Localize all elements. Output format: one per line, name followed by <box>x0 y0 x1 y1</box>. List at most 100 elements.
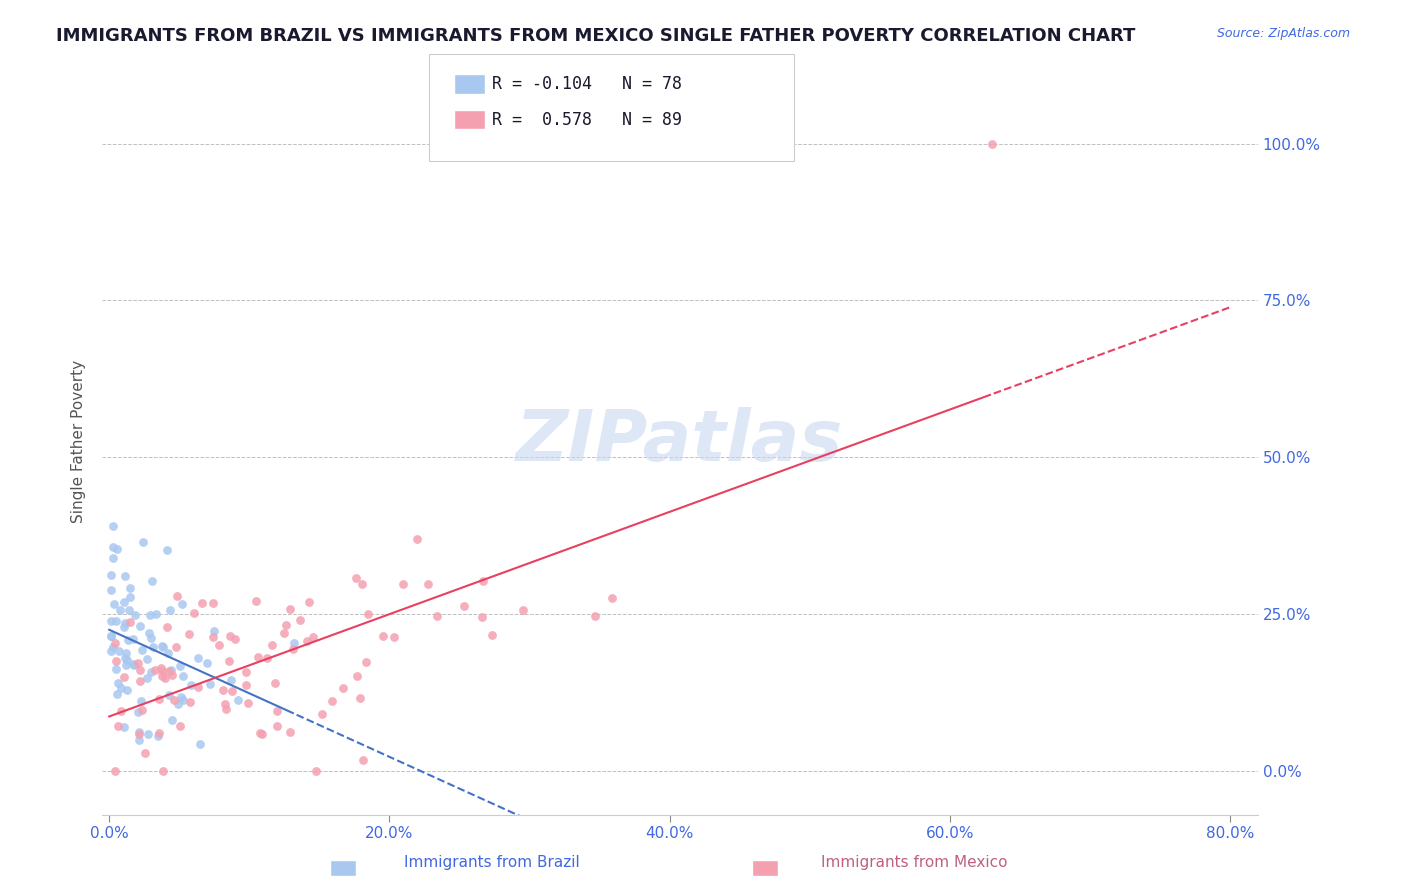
Point <box>112 670 135 684</box>
Point <box>134 746 156 760</box>
Text: IMMIGRANTS FROM BRAZIL VS IMMIGRANTS FROM MEXICO SINGLE FATHER POVERTY CORRELATI: IMMIGRANTS FROM BRAZIL VS IMMIGRANTS FRO… <box>56 27 1136 45</box>
Point <box>471 610 494 624</box>
Point <box>426 608 449 623</box>
Point <box>260 638 283 652</box>
Point <box>135 652 157 666</box>
Text: Immigrants from Brazil: Immigrants from Brazil <box>405 855 579 870</box>
Point <box>131 643 153 657</box>
Point <box>131 694 153 708</box>
Point <box>128 725 150 739</box>
Point <box>120 581 142 595</box>
Point <box>104 662 127 676</box>
Point <box>128 732 150 747</box>
Point <box>138 607 160 622</box>
Point <box>156 543 179 558</box>
Point <box>371 629 394 643</box>
Point <box>160 668 183 682</box>
Text: ZIPatlas: ZIPatlas <box>516 407 844 476</box>
Point <box>142 640 165 655</box>
Point <box>183 607 205 621</box>
Point <box>235 678 257 692</box>
Point <box>115 646 138 660</box>
Point <box>107 643 129 657</box>
Point <box>352 577 374 591</box>
Point <box>202 596 225 610</box>
Point <box>236 697 259 711</box>
Point <box>382 630 405 644</box>
Point <box>218 654 240 668</box>
Point <box>471 574 494 588</box>
Point <box>128 727 150 741</box>
Point <box>247 650 270 665</box>
Point <box>152 764 174 778</box>
Point <box>128 674 150 689</box>
Point <box>101 540 124 554</box>
Point <box>165 640 187 654</box>
Point <box>311 706 333 721</box>
Point <box>104 654 127 668</box>
Point <box>150 639 173 653</box>
Text: R = -0.104   N = 78: R = -0.104 N = 78 <box>492 75 682 93</box>
Point <box>186 681 208 695</box>
Text: Source: ZipAtlas.com: Source: ZipAtlas.com <box>1216 27 1350 40</box>
Point <box>127 705 149 719</box>
Point <box>392 577 415 591</box>
Point <box>103 640 125 655</box>
Point <box>114 569 136 583</box>
Point <box>215 702 238 716</box>
Point <box>136 671 159 685</box>
Point <box>219 673 242 687</box>
Text: R =  0.578   N = 89: R = 0.578 N = 89 <box>492 111 682 128</box>
Point <box>120 615 142 630</box>
Point <box>105 614 128 628</box>
Point <box>266 719 288 733</box>
Point <box>264 675 287 690</box>
Point <box>141 574 163 588</box>
Point <box>226 693 249 707</box>
Point <box>295 633 318 648</box>
Point <box>201 631 224 645</box>
Point <box>114 650 136 665</box>
Point <box>418 576 440 591</box>
Point <box>128 663 150 677</box>
Point <box>180 677 202 691</box>
Point <box>198 677 221 691</box>
Point <box>281 642 304 657</box>
Point <box>159 603 181 617</box>
Point <box>245 594 267 608</box>
Point <box>290 613 312 627</box>
Point <box>405 533 427 547</box>
Point <box>219 629 242 643</box>
Point <box>157 646 180 660</box>
Point <box>321 694 343 708</box>
Point <box>221 683 243 698</box>
Point <box>114 616 136 631</box>
Point <box>195 656 218 670</box>
Point <box>110 705 132 719</box>
Point <box>235 665 257 680</box>
Point <box>249 725 271 739</box>
Point <box>150 669 173 683</box>
Point <box>103 519 125 533</box>
Point <box>118 590 141 604</box>
Point <box>112 595 135 609</box>
Point <box>274 617 297 632</box>
Point <box>305 764 328 778</box>
Point <box>100 582 122 597</box>
Point <box>980 136 1002 151</box>
Point <box>202 624 225 639</box>
Point <box>107 675 129 690</box>
Point <box>600 591 623 606</box>
Point <box>104 636 127 650</box>
Point <box>122 632 145 647</box>
Point <box>108 603 131 617</box>
Point <box>298 595 321 609</box>
Point <box>208 639 231 653</box>
Point <box>302 630 325 644</box>
Point <box>346 669 368 683</box>
Point <box>101 550 124 565</box>
Point <box>160 663 183 677</box>
Point <box>357 607 380 622</box>
Point <box>481 627 503 641</box>
Point <box>122 657 145 672</box>
